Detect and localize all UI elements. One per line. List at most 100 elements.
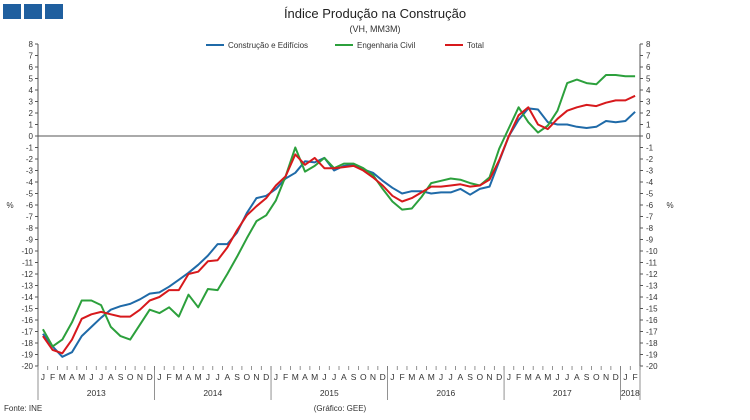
year-label: 2018	[621, 388, 640, 398]
y-tick-label-right: -5	[646, 190, 654, 199]
year-label: 2015	[320, 388, 339, 398]
y-tick-label-left: -1	[26, 144, 34, 153]
x-month-label: J	[565, 372, 569, 382]
chart-title: Índice Produção na Construção	[283, 6, 467, 21]
x-month-label: F	[516, 372, 521, 382]
year-label: 2016	[436, 388, 455, 398]
y-tick-label-left: -2	[26, 155, 34, 164]
x-month-label: J	[99, 372, 103, 382]
x-month-label: M	[195, 372, 202, 382]
y-tick-label-left: -6	[26, 201, 34, 210]
x-month-label: A	[341, 372, 347, 382]
logo-block-3	[45, 4, 63, 19]
legend-label: Construção e Edifícios	[228, 41, 308, 50]
logo-block-1	[3, 4, 21, 19]
chart-credit: (Gráfico: GEE)	[313, 404, 367, 413]
x-month-label: J	[157, 372, 161, 382]
x-month-label: S	[118, 372, 124, 382]
x-month-label: N	[370, 372, 376, 382]
y-axis-label-right: %	[666, 201, 673, 210]
year-label: 2014	[203, 388, 222, 398]
x-month-label: J	[507, 372, 511, 382]
y-tick-label-left: -11	[22, 259, 34, 268]
x-month-label: N	[603, 372, 609, 382]
x-month-label: M	[78, 372, 85, 382]
x-month-label: F	[166, 372, 171, 382]
x-month-label: J	[390, 372, 394, 382]
x-month-label: O	[593, 372, 600, 382]
y-tick-label-left: -19	[21, 351, 33, 360]
x-month-label: M	[311, 372, 318, 382]
y-tick-label-right: -18	[646, 339, 658, 348]
x-month-label: D	[380, 372, 386, 382]
x-month-label: D	[496, 372, 502, 382]
x-month-label: M	[544, 372, 551, 382]
x-month-label: D	[147, 372, 153, 382]
y-tick-label-left: -9	[26, 236, 34, 245]
y-tick-label-left: -8	[26, 224, 34, 233]
series-line-2	[42, 74, 636, 348]
x-month-label: F	[283, 372, 288, 382]
x-month-label: A	[186, 372, 192, 382]
x-month-label: D	[263, 372, 269, 382]
y-tick-label-left: 0	[29, 132, 34, 141]
y-tick-label-left: 8	[29, 40, 34, 49]
y-tick-label-right: -4	[646, 178, 654, 187]
y-tick-label-left: 2	[29, 109, 34, 118]
x-month-label: J	[623, 372, 627, 382]
x-month-label: M	[408, 372, 415, 382]
y-tick-label-right: -7	[646, 213, 654, 222]
x-month-label: J	[206, 372, 210, 382]
y-tick-label-right: -13	[646, 282, 658, 291]
x-month-label: J	[439, 372, 443, 382]
y-tick-label-right: -2	[646, 155, 654, 164]
y-tick-label-right: 2	[646, 109, 651, 118]
y-tick-label-left: 4	[29, 86, 34, 95]
y-tick-label-left: -16	[21, 316, 33, 325]
y-tick-label-right: -20	[646, 362, 658, 371]
x-month-label: S	[467, 372, 473, 382]
legend-label: Total	[467, 41, 484, 50]
series-line-3	[42, 94, 636, 355]
x-month-label: F	[50, 372, 55, 382]
logo-block-2	[24, 4, 42, 19]
brand-logo	[3, 4, 63, 19]
x-month-label: A	[458, 372, 464, 382]
x-month-label: N	[486, 372, 492, 382]
x-month-label: J	[449, 372, 453, 382]
y-tick-label-right: -15	[646, 305, 658, 314]
y-tick-label-right: -12	[646, 270, 658, 279]
x-month-label: M	[175, 372, 182, 382]
x-month-label: F	[400, 372, 405, 382]
y-tick-label-left: -10	[21, 247, 33, 256]
y-tick-label-right: 3	[646, 98, 651, 107]
x-month-label: J	[274, 372, 278, 382]
y-tick-label-right: 0	[646, 132, 651, 141]
y-tick-label-left: -18	[21, 339, 33, 348]
y-tick-label-right: 7	[646, 52, 651, 61]
x-month-label: O	[127, 372, 134, 382]
x-month-label: O	[360, 372, 367, 382]
y-tick-label-left: -4	[26, 178, 34, 187]
y-tick-label-left: -7	[26, 213, 34, 222]
y-tick-label-left: 5	[29, 75, 34, 84]
x-month-label: A	[574, 372, 580, 382]
source-note: Fonte: INE	[4, 404, 43, 413]
x-month-label: A	[535, 372, 541, 382]
x-month-label: D	[613, 372, 619, 382]
x-month-label: A	[69, 372, 75, 382]
y-tick-label-right: 5	[646, 75, 651, 84]
y-tick-label-left: 1	[29, 121, 34, 130]
x-month-label: A	[419, 372, 425, 382]
year-label: 2013	[87, 388, 106, 398]
legend-label: Engenharia Civil	[357, 41, 415, 50]
x-month-label: N	[253, 372, 259, 382]
x-month-label: N	[137, 372, 143, 382]
y-tick-label-right: -1	[646, 144, 654, 153]
y-tick-label-left: -15	[21, 305, 33, 314]
x-month-label: J	[41, 372, 45, 382]
chart-subtitle: (VH, MM3M)	[349, 24, 401, 34]
y-tick-label-right: -9	[646, 236, 654, 245]
y-tick-label-left: -14	[21, 293, 33, 302]
y-tick-label-right: -10	[646, 247, 658, 256]
